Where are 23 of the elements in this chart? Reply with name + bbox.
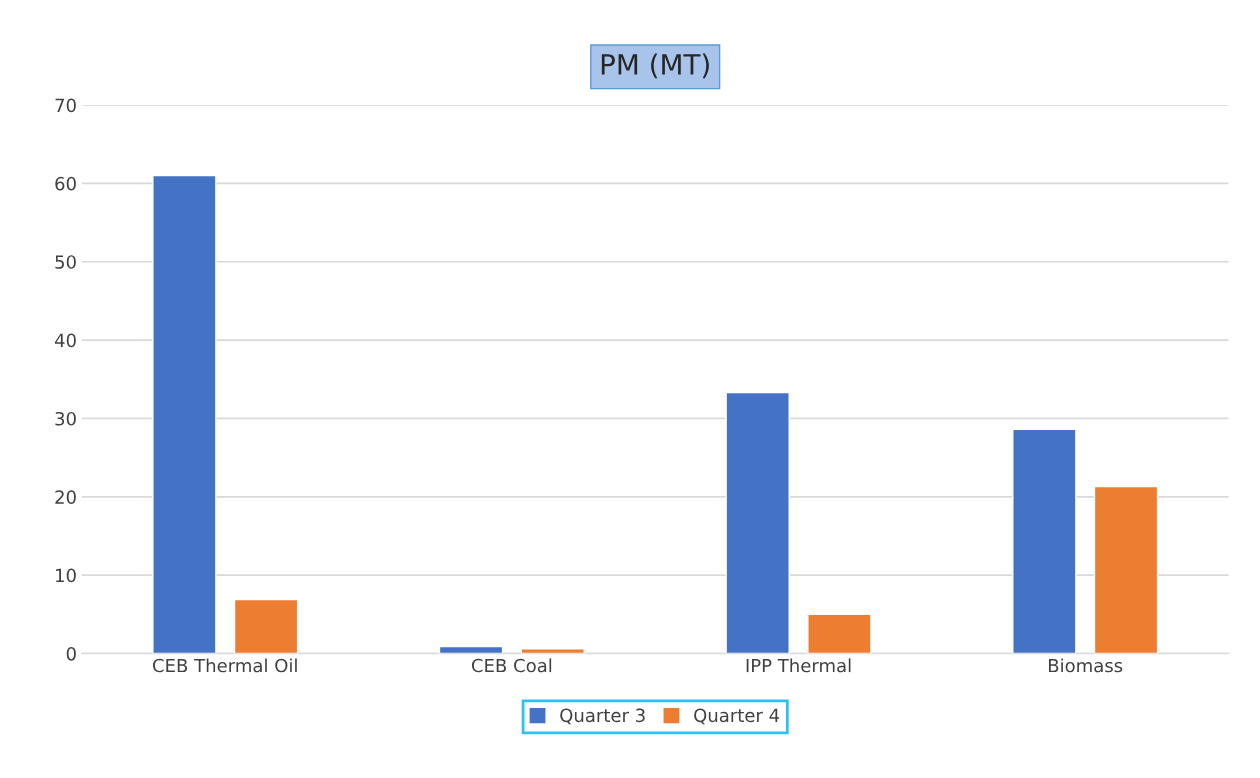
- x-tick-label: IPP Thermal: [746, 658, 851, 673]
- x-tick-label: CEB Thermal Oil: [153, 658, 297, 673]
- bar: [438, 645, 504, 654]
- y-tick-label: 50: [55, 255, 76, 269]
- x-tick-label: Biomass: [1048, 658, 1123, 673]
- y-tick-label: 0: [66, 646, 76, 661]
- y-tick-label: 40: [54, 333, 76, 348]
- bar: [233, 598, 299, 654]
- bar: [807, 613, 872, 654]
- y-tick-label: 60: [55, 176, 76, 191]
- legend-label: Quarter 4: [694, 708, 780, 725]
- bar: [725, 391, 790, 654]
- bar: [520, 648, 585, 654]
- y-tick-label: 20: [55, 490, 76, 504]
- y-tick-label: 70: [55, 98, 76, 113]
- x-tick-label: CEB Coal: [471, 658, 552, 673]
- y-tick-label: 10: [56, 568, 76, 583]
- bar: [1093, 485, 1159, 654]
- bar: [1012, 428, 1077, 654]
- chart-title: PM (MT): [601, 53, 709, 79]
- bar: [152, 174, 217, 654]
- y-tick-label: 30: [55, 411, 76, 426]
- legend-label: Quarter 3: [560, 708, 645, 725]
